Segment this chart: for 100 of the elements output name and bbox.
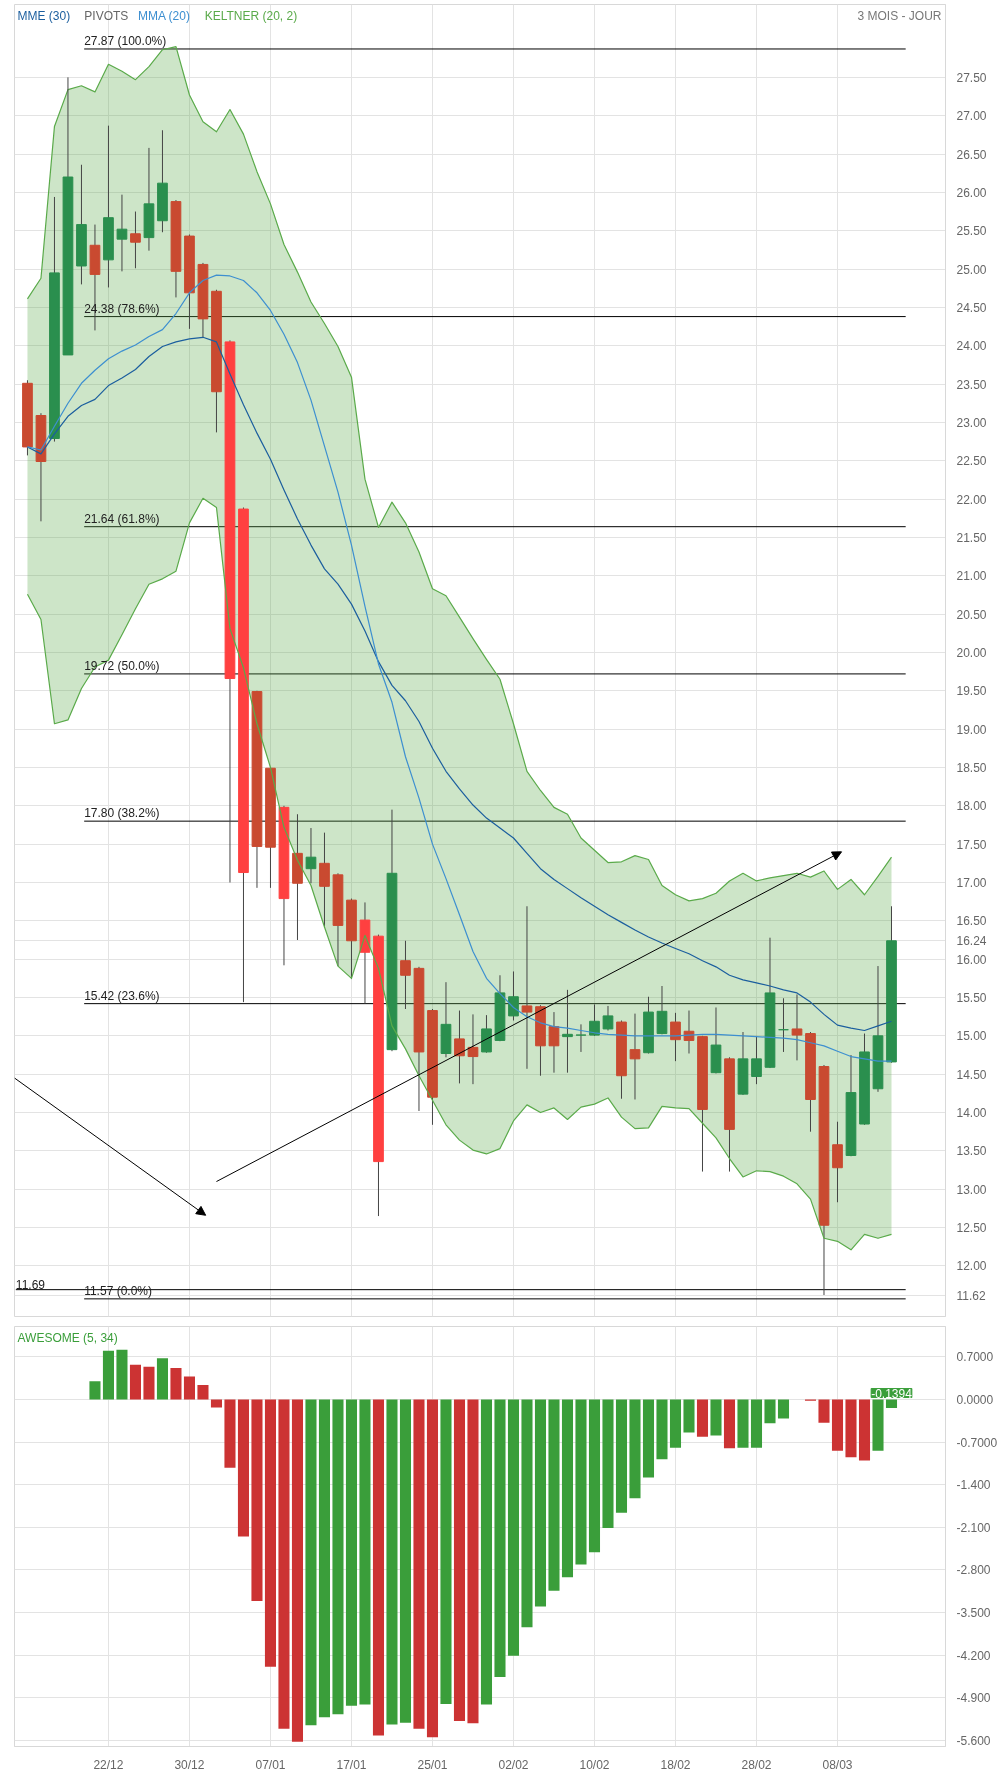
- bar: [588, 1399, 601, 1553]
- bar: [845, 1399, 857, 1458]
- y-tick-label: 11.62: [956, 1288, 986, 1303]
- candlestick: [656, 985, 668, 1035]
- candlestick: [130, 211, 141, 269]
- candlestick: [521, 905, 533, 1070]
- y-tick-label: 16.00: [956, 952, 987, 967]
- y-tick-label: -2.100: [956, 1520, 991, 1535]
- ref-line-label: 24.38 (78.6%): [84, 301, 160, 316]
- ref-line-label: 11.69: [15, 1277, 46, 1292]
- y-tick-label: -4.200: [956, 1648, 991, 1663]
- bar: [426, 1399, 439, 1738]
- y-tick-label: 21.50: [956, 530, 987, 545]
- y-tick-label: 19.00: [956, 722, 987, 737]
- y-tick-label: -5.600: [956, 1733, 991, 1748]
- x-tick-label: 22/12: [93, 1757, 124, 1772]
- y-tick-label: 25.00: [956, 262, 987, 277]
- y-tick-label: 13.00: [956, 1182, 987, 1197]
- x-tick-label: 02/02: [498, 1757, 529, 1772]
- bar: [116, 1349, 128, 1400]
- y-tick-label: -2.800: [956, 1563, 991, 1578]
- candlestick: [548, 1011, 560, 1074]
- ref-line-label: 19.72 (50.0%): [84, 658, 160, 673]
- y-tick-label: 19.50: [956, 684, 987, 699]
- candlestick: [467, 1013, 479, 1085]
- bar: [521, 1399, 533, 1628]
- y-tick-label: 22.00: [956, 492, 987, 507]
- y-tick-label: 27.00: [956, 109, 987, 124]
- ref-line-label: 15.42 (23.6%): [84, 988, 160, 1003]
- bar: [89, 1381, 101, 1400]
- ref-line-label: 21.64 (61.8%): [84, 511, 160, 526]
- x-tick-label: 28/02: [741, 1757, 772, 1772]
- series-label: AWESOME (5, 34): [17, 1330, 118, 1345]
- bar: [183, 1376, 195, 1400]
- y-tick-label: 17.50: [956, 837, 987, 852]
- x-tick-label: 17/01: [336, 1757, 367, 1772]
- text: KELTNER (20, 2): [204, 8, 298, 23]
- bar: [669, 1399, 682, 1448]
- y-tick-label: 25.50: [956, 224, 987, 239]
- y-tick-label: 24.00: [956, 339, 987, 354]
- bar: [872, 1399, 884, 1451]
- x-tick-label: 08/03: [822, 1757, 853, 1772]
- y-tick-label: 12.00: [956, 1259, 987, 1274]
- data-label: -0.1394: [871, 1386, 913, 1401]
- y-tick-label: 18.00: [956, 799, 987, 814]
- annotation: PIVOTS: [84, 8, 129, 23]
- bar: [156, 1358, 168, 1400]
- y-tick-label: 14.50: [956, 1067, 987, 1082]
- bar: [656, 1399, 668, 1460]
- y-tick-label: -3.500: [956, 1606, 991, 1621]
- ref-line-label: 17.80 (38.2%): [84, 806, 160, 821]
- candlestick: [778, 997, 789, 1053]
- text: MME (30): [17, 8, 71, 23]
- x-tick-label: 10/02: [579, 1757, 610, 1772]
- y-tick-label: 20.00: [956, 645, 987, 660]
- y-tick-label: 24.50: [956, 300, 987, 315]
- candlestick: [400, 940, 411, 1010]
- y-tick-label: 18.50: [956, 760, 987, 775]
- bar: [710, 1399, 722, 1436]
- y-tick-label: 27.50: [956, 70, 987, 85]
- bar: [372, 1399, 385, 1736]
- bar: [197, 1384, 209, 1400]
- candlestick: [305, 827, 317, 884]
- y-tick-label: 15.50: [956, 991, 987, 1006]
- bar: [818, 1399, 830, 1423]
- candlestick: [508, 970, 519, 1022]
- bar: [345, 1399, 358, 1706]
- candlestick: [575, 1023, 587, 1053]
- bar: [440, 1399, 452, 1704]
- x-tick-label: 07/01: [255, 1757, 286, 1772]
- bar: [170, 1367, 182, 1400]
- x-tick-label: 25/01: [417, 1757, 448, 1772]
- bar: [102, 1350, 114, 1400]
- y-tick-label: -0.7000: [956, 1435, 998, 1450]
- candlestick: [481, 1014, 492, 1054]
- bar: [386, 1399, 398, 1725]
- bar: [750, 1399, 763, 1448]
- bar: [453, 1399, 466, 1721]
- bar: [143, 1366, 155, 1400]
- candlestick: [751, 1035, 762, 1085]
- x-tick-label: 18/02: [660, 1757, 691, 1772]
- y-tick-label: 14.00: [956, 1106, 987, 1121]
- bar: [494, 1399, 506, 1678]
- bar: [615, 1399, 628, 1513]
- x-tick-label: 30/12: [174, 1757, 205, 1772]
- bar: [858, 1399, 871, 1461]
- chart-subtitle: 3 MOIS - JOUR: [857, 8, 942, 23]
- bar: [467, 1399, 479, 1724]
- bar: [777, 1399, 790, 1419]
- y-tick-label: 15.00: [956, 1029, 987, 1044]
- bar: [629, 1399, 641, 1499]
- bar: [224, 1399, 236, 1468]
- y-tick-label: 16.24: [956, 934, 987, 949]
- bar: [575, 1399, 587, 1565]
- y-tick-label: 23.50: [956, 377, 987, 392]
- bar: [534, 1399, 547, 1607]
- y-tick-label: 0.7000: [956, 1350, 994, 1365]
- bar: [264, 1399, 277, 1667]
- line-series: [26, 497, 893, 1251]
- bar: [480, 1399, 493, 1705]
